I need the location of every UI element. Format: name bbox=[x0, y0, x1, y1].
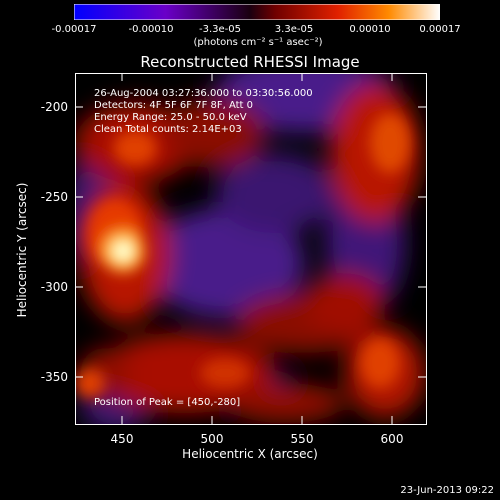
colorbar bbox=[74, 4, 440, 20]
x-tick-label: 500 bbox=[200, 432, 224, 446]
x-tick-label: 550 bbox=[290, 432, 314, 446]
colorbar-units: (photons cm⁻² s⁻¹ asec⁻²) bbox=[193, 37, 323, 48]
info-detectors: Detectors: 4F 5F 6F 7F 8F, Att 0 bbox=[94, 100, 254, 111]
rhessi-image bbox=[75, 73, 426, 424]
x-axis-label: Heliocentric X (arcsec) bbox=[182, 447, 318, 461]
colorbar-tick: -0.00017 bbox=[51, 24, 97, 35]
info-clean: Clean Total counts: 2.14E+03 bbox=[94, 124, 242, 135]
peak-position: Position of Peak = [450,-280] bbox=[94, 397, 241, 408]
x-tick-label: 600 bbox=[380, 432, 404, 446]
plot-title: Reconstructed RHESSI Image bbox=[140, 53, 360, 71]
info-time-range: 26-Aug-2004 03:27:36.000 to 03:30:56.000 bbox=[94, 88, 313, 99]
y-axis-label: Heliocentric Y (arcsec) bbox=[15, 182, 29, 318]
y-tick-label: -250 bbox=[40, 190, 68, 204]
colorbar-tick: -3.3e-05 bbox=[199, 24, 241, 35]
y-tick-label: -350 bbox=[40, 370, 68, 384]
y-tick-label: -200 bbox=[40, 100, 68, 114]
info-energy: Energy Range: 25.0 - 50.0 keV bbox=[94, 112, 247, 123]
x-tick-label: 450 bbox=[110, 432, 134, 446]
colorbar-tick: -0.00010 bbox=[128, 24, 174, 35]
rhessi-image-canvas bbox=[75, 73, 426, 424]
colorbar-tick: 3.3e-05 bbox=[274, 24, 314, 35]
colorbar-tick: 0.00017 bbox=[419, 24, 461, 35]
y-tick-label: -300 bbox=[40, 280, 68, 294]
timestamp: 23-Jun-2013 09:22 bbox=[400, 485, 494, 496]
colorbar-tick: 0.00010 bbox=[349, 24, 391, 35]
